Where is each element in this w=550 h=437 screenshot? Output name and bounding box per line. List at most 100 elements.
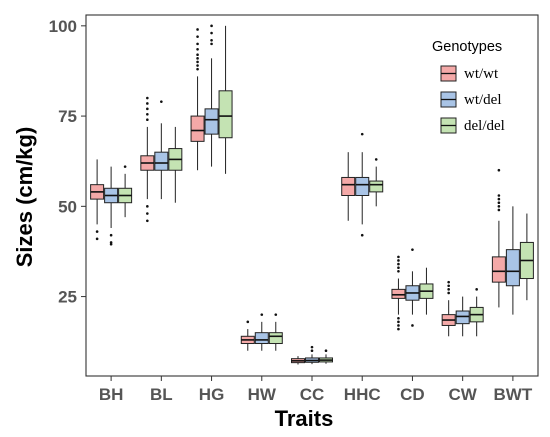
outlier-point <box>196 53 199 57</box>
x-tick-label: HG <box>199 385 225 404</box>
box-group-bl-1 <box>154 100 169 200</box>
box-group-bh-0 <box>90 159 105 241</box>
outlier-point <box>210 24 213 28</box>
box-group-hg-0 <box>190 28 205 171</box>
outlier-point <box>146 118 149 121</box>
y-axis-title: Sizes (cm/kg) <box>12 127 37 268</box>
outlier-point <box>497 205 501 208</box>
box-group-hhc-2 <box>369 158 384 207</box>
outlier-point <box>411 248 414 251</box>
box-group-bl-2 <box>168 126 183 203</box>
box-group-cw-0 <box>441 280 456 337</box>
box <box>190 115 205 142</box>
box <box>455 310 470 325</box>
outlier-point <box>146 112 149 116</box>
outlier-point <box>196 57 199 60</box>
outlier-point <box>397 262 400 266</box>
y-tick-label: 50 <box>58 197 77 216</box>
box-group-cd-0 <box>391 255 406 331</box>
x-tick-label: BWT <box>494 385 533 404</box>
outlier-point <box>324 349 328 353</box>
outlier-point <box>411 324 414 327</box>
outlier-point <box>397 327 400 331</box>
box <box>341 176 356 196</box>
box <box>254 332 269 345</box>
box-group-bwt-2 <box>519 213 534 301</box>
box-group-hg-1 <box>204 24 219 167</box>
boxes-layer <box>90 24 534 365</box>
outlier-point <box>196 64 199 67</box>
outlier-point <box>447 280 450 284</box>
outlier-point <box>146 107 149 111</box>
outlier-point <box>274 313 278 316</box>
box <box>154 151 169 171</box>
x-tick-label: BL <box>150 385 173 404</box>
x-tick-label: CW <box>449 385 478 404</box>
x-tick-label: CC <box>300 385 325 404</box>
outlier-point <box>109 242 113 246</box>
outlier-point <box>146 205 149 208</box>
outlier-point <box>196 60 199 64</box>
outlier-point <box>109 241 113 244</box>
outlier-point <box>210 38 213 42</box>
x-tick-label: CD <box>400 385 425 404</box>
outlier-point <box>109 233 113 237</box>
box-group-cw-1 <box>455 296 470 337</box>
x-tick-label: BH <box>99 385 124 404</box>
outlier-point <box>447 288 450 291</box>
outlier-point <box>497 168 501 172</box>
outlier-point <box>196 42 199 46</box>
box-group-cc-1 <box>305 345 319 365</box>
outlier-point <box>310 345 314 349</box>
outlier-point <box>397 320 400 324</box>
outlier-point <box>497 208 501 212</box>
outlier-point <box>397 270 400 273</box>
box-group-bl-0 <box>140 96 155 223</box>
box <box>355 176 370 196</box>
outlier-point <box>95 237 99 241</box>
x-axis: BH BL HG HW CC HHC CD CW BWT <box>99 376 533 404</box>
box-group-bh-1 <box>104 166 119 246</box>
x-axis-title: Traits <box>275 406 334 431</box>
box-group-cd-2 <box>419 267 434 315</box>
y-axis: 25 50 75 100 <box>49 17 86 307</box>
outlier-point <box>210 42 213 46</box>
legend-item-0: wt/wt <box>440 65 499 82</box>
legend-label: wt/del <box>464 92 502 108</box>
outlier-point <box>146 102 149 105</box>
y-tick-label: 100 <box>49 17 77 36</box>
outlier-point <box>447 284 450 288</box>
box-group-cc-0 <box>291 356 305 365</box>
outlier-point <box>497 201 501 205</box>
outlier-point <box>146 219 149 223</box>
outlier-point <box>196 47 199 51</box>
outlier-point <box>95 230 99 233</box>
box <box>204 108 219 135</box>
box <box>491 256 506 283</box>
box <box>391 288 406 299</box>
outlier-point <box>260 313 264 316</box>
x-tick-label: HW <box>248 385 277 404</box>
legend-title: Genotypes <box>432 39 502 55</box>
box-group-cc-2 <box>319 349 333 364</box>
y-tick-label: 25 <box>58 288 77 307</box>
outlier-point <box>310 349 314 353</box>
outlier-point <box>123 165 127 168</box>
box-group-hw-1 <box>254 313 269 351</box>
outlier-point <box>374 158 378 161</box>
outlier-point <box>246 320 250 324</box>
outlier-point <box>210 31 213 35</box>
outlier-point <box>146 212 149 215</box>
outlier-point <box>397 255 400 259</box>
x-tick-label: HHC <box>344 385 381 404</box>
legend-item-2: del/del <box>440 117 505 134</box>
box-group-cw-2 <box>469 288 484 337</box>
box-group-hw-0 <box>240 320 255 351</box>
outlier-point <box>196 67 199 71</box>
outlier-point <box>146 96 149 100</box>
box <box>369 180 384 193</box>
legend-label: wt/wt <box>464 66 499 82</box>
outlier-point <box>447 291 450 295</box>
legend: Genotypes wt/wt wt/del del/del <box>432 39 505 134</box>
